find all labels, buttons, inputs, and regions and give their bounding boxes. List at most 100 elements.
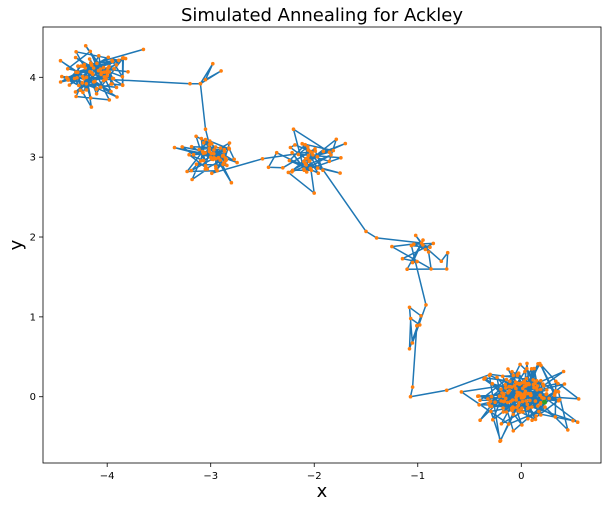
data-point: [429, 267, 433, 271]
data-point: [222, 160, 226, 165]
data-point: [321, 168, 325, 172]
data-point: [514, 386, 518, 391]
data-point: [533, 381, 537, 386]
data-point: [506, 367, 510, 371]
data-point: [120, 74, 125, 79]
data-point: [327, 150, 332, 154]
data-point: [338, 171, 342, 175]
x-axis: −4 −3 −2 −1 0: [100, 463, 524, 482]
data-point: [78, 88, 83, 93]
data-point: [525, 361, 529, 366]
data-point: [571, 418, 575, 423]
data-point: [521, 410, 525, 414]
data-point: [110, 58, 114, 63]
data-point: [99, 70, 104, 75]
data-point: [495, 375, 499, 380]
y-axis: 0 1 2 3 4: [30, 73, 43, 403]
data-point: [77, 83, 81, 88]
data-point: [91, 66, 96, 70]
final-point: [542, 399, 548, 405]
data-point: [107, 70, 112, 74]
data-point: [94, 92, 99, 96]
data-point: [503, 382, 508, 387]
data-point: [304, 170, 309, 174]
data-point: [553, 415, 558, 419]
data-point: [533, 399, 538, 403]
data-point: [190, 177, 194, 182]
data-point: [222, 149, 227, 154]
data-point: [302, 167, 306, 171]
x-tick-label: −3: [203, 471, 218, 482]
data-point: [504, 410, 509, 414]
data-point: [64, 75, 69, 80]
data-point: [557, 397, 562, 402]
data-point: [95, 86, 99, 91]
x-tick-label: −2: [307, 471, 322, 482]
data-point: [296, 152, 301, 157]
data-point: [334, 137, 339, 142]
data-point: [415, 323, 419, 328]
data-point: [428, 245, 432, 249]
data-point: [188, 81, 192, 86]
x-tick-label: −1: [410, 471, 425, 482]
data-point: [523, 369, 527, 374]
data-point: [486, 401, 491, 406]
data-point: [522, 379, 527, 384]
data-point: [109, 82, 113, 86]
data-point: [81, 64, 86, 68]
data-point: [312, 191, 317, 195]
data-point: [511, 429, 516, 433]
data-point: [497, 394, 502, 399]
y-tick-label: 3: [30, 153, 36, 164]
data-point: [306, 145, 310, 149]
data-point: [520, 423, 524, 427]
data-point: [407, 305, 412, 310]
data-point: [505, 400, 510, 405]
chart-title: Simulated Annealing for Ackley: [181, 5, 463, 26]
data-point: [445, 250, 450, 255]
data-point: [514, 398, 518, 402]
data-point: [60, 74, 64, 79]
data-point: [489, 404, 494, 409]
y-tick-label: 2: [30, 233, 36, 244]
data-point: [114, 63, 119, 67]
data-point: [308, 149, 313, 154]
data-point: [538, 393, 542, 398]
data-point: [58, 58, 63, 63]
data-point: [410, 260, 415, 265]
data-point: [300, 141, 305, 146]
data-point: [538, 387, 543, 392]
data-point: [476, 394, 480, 399]
y-tick-label: 1: [30, 312, 36, 323]
data-point: [506, 422, 511, 426]
data-point: [521, 386, 525, 391]
data-point: [189, 168, 194, 173]
data-point: [538, 402, 543, 406]
data-point: [374, 236, 379, 240]
data-point: [513, 380, 518, 384]
data-point: [510, 398, 515, 402]
data-point: [517, 401, 521, 405]
data-point: [58, 80, 63, 84]
data-point: [212, 152, 216, 156]
data-point: [75, 76, 79, 80]
data-point: [116, 58, 121, 63]
data-point: [308, 166, 313, 171]
data-point: [510, 408, 514, 413]
data-point: [423, 247, 428, 252]
data-point: [232, 157, 236, 162]
data-point: [539, 413, 543, 417]
data-point: [491, 417, 495, 422]
data-point: [525, 406, 530, 411]
data-point: [516, 371, 521, 376]
data-point: [487, 373, 492, 378]
data-point: [483, 376, 487, 380]
data-point: [311, 153, 315, 157]
data-point: [562, 382, 567, 386]
data-point: [489, 394, 494, 399]
data-point: [511, 373, 516, 378]
data-point: [141, 47, 146, 52]
data-point: [201, 151, 206, 156]
data-point: [502, 399, 507, 404]
data-point: [575, 420, 580, 425]
